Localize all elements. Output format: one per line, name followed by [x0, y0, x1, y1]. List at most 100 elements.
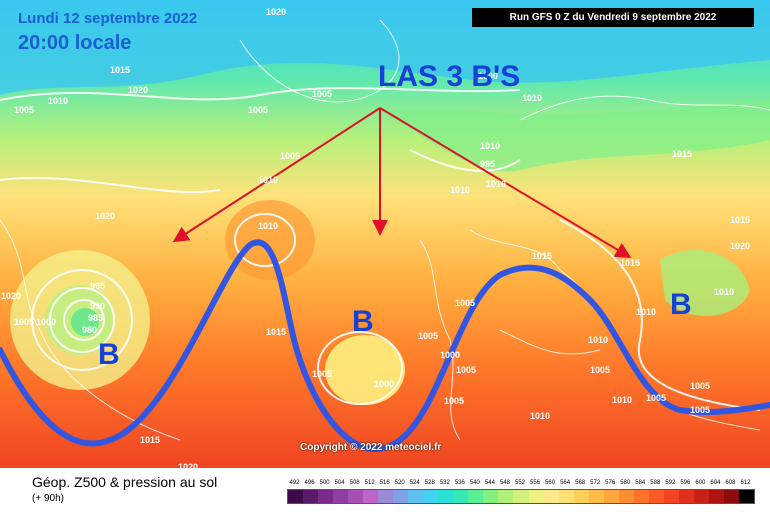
scale-label: 496: [304, 480, 315, 486]
isobar-label: 1005: [455, 298, 475, 308]
scale-swatch: [603, 490, 619, 503]
isobar-lines: [0, 87, 761, 411]
scale-swatch: [468, 490, 484, 503]
isobar-label: 1015: [140, 435, 160, 445]
isobar-label: 1010: [258, 221, 278, 231]
isobar-label: 990: [90, 301, 105, 311]
low-marker-atlantic: B: [98, 338, 120, 371]
scale-label: 524: [409, 480, 420, 486]
green-cell-east: [660, 250, 750, 317]
isobar-label: 1010: [530, 411, 550, 421]
scale-label: 580: [620, 480, 631, 486]
isobar-label: 1005: [312, 89, 332, 99]
legend-title: Géop. Z500 & pression au sol: [32, 474, 218, 490]
isobar-label: 1020: [1, 291, 21, 301]
scale-label: 604: [710, 480, 721, 486]
isobar-label: 1005: [14, 317, 34, 327]
isobar-label: 980: [82, 325, 97, 335]
isobar-label: 1020: [178, 462, 198, 468]
scale-swatch: [483, 490, 499, 503]
isobar-value-labels: 1020 1015 1020 1010 1005 1005 1005 1010 1005 1000…: [1, 7, 750, 468]
color-scale-bar: [287, 489, 755, 504]
scale-swatch: [318, 490, 334, 503]
scale-swatch: [648, 490, 664, 503]
scale-swatch: [303, 490, 319, 503]
scale-swatch: [288, 490, 304, 503]
scale-label: 576: [605, 480, 616, 486]
scale-label: 556: [530, 480, 541, 486]
isobar-label: 1015: [532, 251, 552, 261]
isobar-label: 1005: [590, 365, 610, 375]
scale-label: 572: [590, 480, 601, 486]
scale-swatch: [408, 490, 424, 503]
isobar-label: 1010: [522, 93, 542, 103]
low-cell-iberia: [325, 335, 405, 405]
scale-swatch: [513, 490, 529, 503]
isobar-label: 1010: [636, 307, 656, 317]
isobar-label: 995: [480, 159, 495, 169]
scale-swatch: [633, 490, 649, 503]
scale-label: 492: [289, 480, 300, 486]
isobar-label: 1010: [48, 96, 68, 106]
scale-swatch: [558, 490, 574, 503]
color-scale-labels: 492 496 500 504 508 512 516 520 524 528 532 536 540 5…: [287, 480, 753, 488]
isobar-label: 1005: [248, 105, 268, 115]
isobar-label: 1005: [690, 405, 710, 415]
scale-label: 528: [424, 480, 435, 486]
scale-label: 548: [499, 480, 510, 486]
scale-label: 532: [439, 480, 450, 486]
scale-swatch: [498, 490, 514, 503]
scale-swatch: [663, 490, 679, 503]
scale-swatch: [393, 490, 409, 503]
forecast-local-time: 20:00 locale: [18, 32, 132, 54]
isobar-label: 995: [90, 281, 105, 291]
isobar-label: 1010: [612, 395, 632, 405]
isobar-label: 985: [88, 313, 103, 323]
isobar-label: 1010: [480, 141, 500, 151]
scale-label: 504: [334, 480, 345, 486]
scale-swatch: [378, 490, 394, 503]
isobar-label: 1010: [588, 335, 608, 345]
isobar-label: 1010: [258, 175, 278, 185]
isobar-label: 1010: [450, 185, 470, 195]
isobar-label: 1020: [95, 211, 115, 221]
scale-swatch: [693, 490, 709, 503]
scale-label: 516: [379, 480, 390, 486]
copyright-text: Copyright © 2022 meteociel.fr: [300, 442, 442, 453]
scale-label: 540: [469, 480, 480, 486]
isobar-label: 1015: [110, 65, 130, 75]
scale-swatch: [588, 490, 604, 503]
isobar-label: 1020: [266, 7, 286, 17]
scale-swatch: [333, 490, 349, 503]
legend-subtitle: (+ 90h): [32, 493, 64, 504]
annotation-arrows: [172, 107, 632, 259]
high-cell-atlantic: [225, 200, 315, 280]
pressure-map: 1020 1015 1020 1010 1005 1005 1005 1010 1005 1000…: [0, 0, 770, 468]
scale-swatch: [723, 490, 739, 503]
scale-label: 508: [349, 480, 360, 486]
isobar-label: 1005: [456, 365, 476, 375]
scale-label: 600: [695, 480, 706, 486]
isobar-label: 1005: [690, 381, 710, 391]
scale-swatch: [738, 490, 754, 503]
scale-swatch: [453, 490, 469, 503]
isobar-label: 1005: [14, 105, 34, 115]
isobar-label: 1000: [478, 71, 498, 81]
scale-label: 564: [560, 480, 571, 486]
scale-label: 512: [364, 480, 375, 486]
model-run-info: Run GFS 0 Z du Vendredi 9 septembre 2022: [472, 8, 754, 27]
low-marker-east: B: [670, 288, 692, 321]
scale-label: 588: [650, 480, 661, 486]
isobar-label: 1010: [486, 179, 506, 189]
scale-swatch: [348, 490, 364, 503]
scale-swatch: [438, 490, 454, 503]
isobar-label: 1005: [312, 369, 332, 379]
isobar-label: 1005: [418, 331, 438, 341]
isobar-label: 1020: [128, 85, 148, 95]
isobar-label: 1010: [714, 287, 734, 297]
legend-panel: Géop. Z500 & pression au sol (+ 90h) 492…: [0, 468, 770, 521]
scale-swatch: [363, 490, 379, 503]
scale-label: 584: [635, 480, 646, 486]
scale-label: 612: [740, 480, 751, 486]
green-band: [380, 100, 770, 172]
